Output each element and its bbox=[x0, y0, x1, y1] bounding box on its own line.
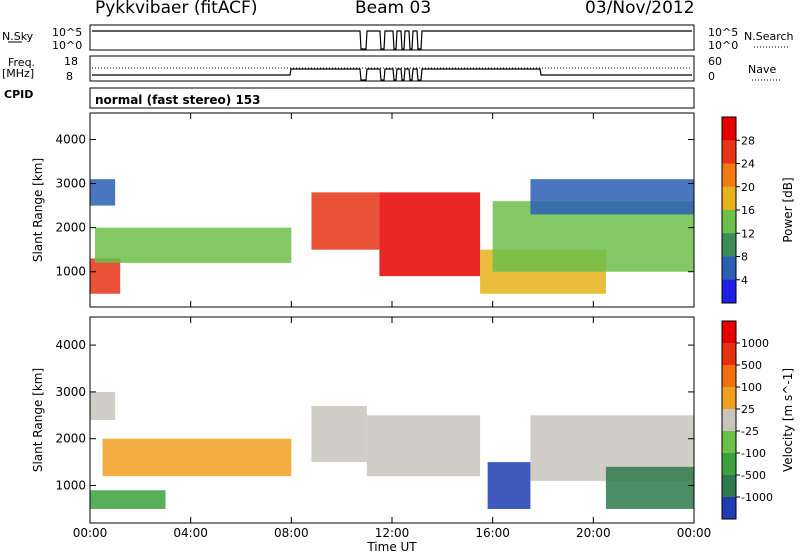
xtick-2: 08:00 bbox=[274, 526, 309, 540]
power-colorbar-swatch-3 bbox=[722, 186, 736, 211]
velocity-region-7 bbox=[605, 466, 694, 509]
power-ytick-0: 4000 bbox=[55, 132, 86, 146]
nsky-line bbox=[92, 30, 692, 50]
power-colorbar-tick-6: 4 bbox=[741, 274, 748, 287]
velocity-colorbar-tick-2: 100 bbox=[741, 381, 762, 394]
cpid-panel: normal (fast stereo) 153 bbox=[89, 87, 695, 109]
velocity-region-4 bbox=[366, 415, 481, 477]
nsearch-tick-low: 10^0 bbox=[708, 39, 738, 52]
nave-label: Nave bbox=[748, 63, 776, 76]
velocity-region-3 bbox=[311, 405, 367, 463]
power-colorbar-swatch-1 bbox=[722, 140, 736, 164]
nave-tick-high: 60 bbox=[708, 55, 722, 68]
velocity-region-1 bbox=[90, 490, 166, 509]
power-region-0 bbox=[90, 258, 121, 294]
velocity-colorbar-tick-5: -100 bbox=[741, 447, 766, 460]
nsearch-tick-high: 10^5 bbox=[708, 26, 738, 39]
velocity-colorbar-tick-7: -1000 bbox=[741, 491, 773, 504]
velocity-panel: 4000 3000 2000 1000 Slant Range [km] 1000 50… bbox=[31, 316, 795, 524]
velocity-colorbar-swatch-1 bbox=[722, 343, 736, 366]
power-colorbar-tick-0: 28 bbox=[741, 134, 755, 147]
xtick-4: 16:00 bbox=[475, 526, 510, 540]
cpid-label: CPID bbox=[4, 88, 33, 101]
power-colorbar-swatch-6 bbox=[722, 256, 736, 281]
freq-unit-label: [MHz] bbox=[2, 67, 34, 80]
velocity-colorbar-tick-1: 500 bbox=[741, 359, 762, 372]
velocity-cells bbox=[90, 391, 694, 509]
power-colorbar-tick-3: 16 bbox=[741, 204, 755, 217]
power-colorbar-swatch-0 bbox=[722, 117, 736, 141]
power-colorbar-swatch-5 bbox=[722, 233, 736, 257]
velocity-colorbar-tick-0: 1000 bbox=[741, 337, 769, 350]
power-panel: 4000 3000 2000 1000 Slant Range [km] 28 24 20… bbox=[31, 112, 795, 308]
xtick-6: 00:00 bbox=[677, 526, 712, 540]
velocity-colorbar-swatch-8 bbox=[722, 497, 736, 520]
freq-tick-high: 18 bbox=[64, 55, 78, 68]
nave-tick-low: 0 bbox=[708, 70, 715, 83]
velocity-colorbar-tick-3: 25 bbox=[741, 403, 755, 416]
velocity-colorbar-swatch-2 bbox=[722, 365, 736, 388]
cpid-value: normal (fast stereo) 153 bbox=[95, 93, 261, 107]
power-colorbar-swatch-2 bbox=[722, 163, 736, 188]
power-colorbar: 28 24 20 16 12 8 4 bbox=[721, 116, 755, 304]
velocity-ylabel: Slant Range [km] bbox=[31, 368, 45, 472]
date-title: 03/Nov/2012 bbox=[585, 0, 695, 18]
power-colorbar-tick-4: 12 bbox=[741, 227, 755, 240]
nsearch-label: N.Search bbox=[744, 30, 794, 43]
power-ytick-2: 2000 bbox=[55, 221, 86, 235]
xtick-5: 20:00 bbox=[576, 526, 611, 540]
power-region-3 bbox=[311, 192, 380, 250]
freq-panel: Freq. [MHz] 18 8 60 0 Nave CPID bbox=[2, 55, 780, 101]
nsky-tick-low: 10^0 bbox=[52, 39, 82, 52]
velocity-colorbar-swatch-6 bbox=[722, 453, 736, 476]
velocity-colorbar-swatch-3 bbox=[722, 387, 736, 410]
xtick-0: 00:00 bbox=[73, 526, 108, 540]
freq-label: Freq. bbox=[8, 56, 35, 69]
velocity-ytick-2: 2000 bbox=[55, 432, 86, 446]
velocity-colorbar-tick-4: -25 bbox=[741, 425, 759, 438]
velocity-colorbar: 1000 500 100 25 -25 -100 -500 -1000 bbox=[721, 320, 773, 520]
velocity-ytick-0: 4000 bbox=[55, 338, 86, 352]
power-region-7 bbox=[530, 179, 694, 215]
velocity-colorbar-swatch-5 bbox=[722, 431, 736, 454]
power-ytick-1: 3000 bbox=[55, 177, 86, 191]
power-colorbar-swatch-7 bbox=[722, 279, 736, 304]
velocity-ytick-1: 3000 bbox=[55, 385, 86, 399]
nsky-tick-high: 10^5 bbox=[52, 26, 82, 39]
nave-line bbox=[92, 68, 692, 81]
xtick-1: 04:00 bbox=[173, 526, 208, 540]
velocity-colorbar-swatch-4 bbox=[722, 409, 736, 432]
power-region-1 bbox=[95, 227, 292, 263]
time-axis: 00:00 04:00 08:00 12:00 16:00 20:00 00:00 bbox=[73, 113, 712, 540]
power-cells bbox=[90, 179, 694, 294]
nsky-panel: N.Sky 10^5 10^0 10^5 10^0 N.Search bbox=[2, 24, 794, 52]
power-region-4 bbox=[379, 192, 481, 277]
power-ylabel: Slant Range [km] bbox=[31, 158, 45, 262]
velocity-region-0 bbox=[102, 438, 292, 477]
velocity-region-5 bbox=[487, 462, 531, 509]
velocity-region-2 bbox=[90, 391, 116, 420]
station-title: Pykkvibaer (fitACF) bbox=[95, 0, 258, 18]
power-colorbar-tick-5: 8 bbox=[741, 251, 748, 264]
beam-title: Beam 03 bbox=[355, 0, 432, 18]
nsky-label: N.Sky bbox=[2, 30, 34, 43]
power-colorbar-swatch-4 bbox=[722, 210, 736, 234]
power-colorbar-tick-2: 20 bbox=[741, 181, 755, 194]
xaxis-label: Time UT bbox=[366, 540, 417, 554]
velocity-colorbar-tick-6: -500 bbox=[741, 469, 766, 482]
freq-tick-low: 8 bbox=[66, 70, 73, 83]
power-colorbar-tick-1: 24 bbox=[741, 158, 755, 171]
velocity-colorbar-label: Velocity [m s^-1] bbox=[781, 368, 795, 472]
power-colorbar-label: Power [dB] bbox=[781, 177, 795, 242]
xtick-3: 12:00 bbox=[375, 526, 410, 540]
velocity-colorbar-swatch-0 bbox=[722, 321, 736, 344]
velocity-colorbar-swatch-7 bbox=[722, 475, 736, 498]
velocity-ytick-3: 1000 bbox=[55, 479, 86, 493]
power-ytick-3: 1000 bbox=[55, 265, 86, 279]
